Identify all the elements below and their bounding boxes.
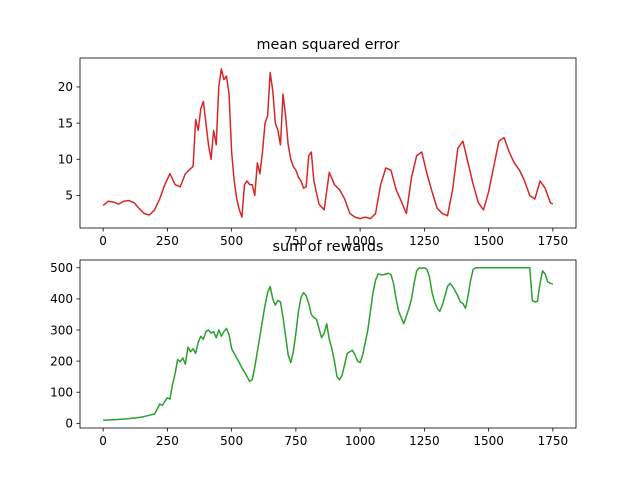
mse-x-tick-label: 250 <box>156 234 179 248</box>
mse-plot <box>102 68 554 220</box>
rewards-plot <box>103 267 554 421</box>
rewards-y-tick-label: 300 <box>50 323 73 337</box>
mse-axes-frame <box>79 57 577 229</box>
rewards-x-tick-label: 1750 <box>538 434 569 448</box>
rewards-y-tick-label: 500 <box>50 261 73 275</box>
rewards-x-tick-label: 250 <box>156 434 179 448</box>
mse-x-tick-label: 0 <box>99 234 107 248</box>
mse-series-line <box>102 68 554 220</box>
mse-x-tick-label: 1250 <box>409 234 440 248</box>
mse-y-tick-label: 5 <box>65 189 73 203</box>
rewards-axes-frame <box>79 259 577 429</box>
mse-x-tick-label: 1000 <box>345 234 376 248</box>
rewards-ticks: 0 250 500 750 1000 1250 1500 1750 0 100 200 300 400 5… <box>50 261 568 448</box>
rewards-panel: 0 250 500 750 1000 1250 1500 1750 0 100 200 300 400 5… <box>50 239 577 448</box>
mse-y-tick-label: 10 <box>58 153 73 167</box>
mse-x-tick-label: 750 <box>284 234 307 248</box>
mse-y-tick-label: 15 <box>58 116 73 130</box>
rewards-series-line <box>103 267 554 421</box>
rewards-y-tick-label: 0 <box>65 417 73 431</box>
rewards-y-tick-label: 200 <box>50 354 73 368</box>
mse-x-tick-label: 500 <box>220 234 243 248</box>
mse-ticks: 0 250 500 750 1000 1250 1500 1750 5 10 15 20 <box>58 80 568 248</box>
rewards-y-tick-label: 100 <box>50 386 73 400</box>
rewards-x-tick-label: 1500 <box>473 434 504 448</box>
rewards-x-tick-label: 1250 <box>409 434 440 448</box>
rewards-x-tick-label: 1000 <box>345 434 376 448</box>
rewards-x-tick-label: 0 <box>99 434 107 448</box>
mse-y-tick-label: 20 <box>58 80 73 94</box>
mse-x-tick-label: 1500 <box>473 234 504 248</box>
rewards-y-tick-label: 400 <box>50 292 73 306</box>
rewards-x-tick-label: 750 <box>284 434 307 448</box>
mse-panel: mean squared error 0 250 500 750 1000 1250 150… <box>58 37 577 248</box>
rewards-chart-title: sum of rewards <box>273 239 384 255</box>
mse-x-tick-label: 1750 <box>538 234 569 248</box>
mse-chart-title: mean squared error <box>257 37 400 53</box>
rewards-x-tick-label: 500 <box>220 434 243 448</box>
